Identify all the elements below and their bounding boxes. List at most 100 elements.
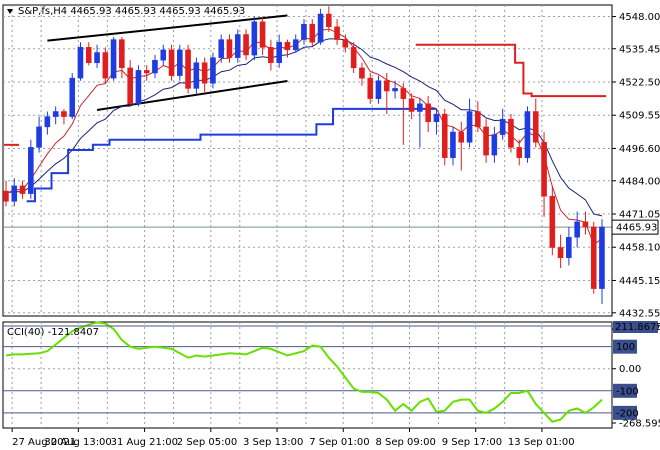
candle-body[interactable] xyxy=(119,39,125,69)
candle[interactable] xyxy=(516,139,523,166)
candle[interactable] xyxy=(317,8,324,45)
candle-body[interactable] xyxy=(251,21,258,56)
candle-body[interactable] xyxy=(152,59,158,74)
candle[interactable] xyxy=(342,34,349,53)
candle[interactable] xyxy=(309,19,316,48)
candle-body[interactable] xyxy=(201,62,208,84)
candle[interactable] xyxy=(52,106,59,125)
candle-body[interactable] xyxy=(450,131,456,158)
candle-body[interactable] xyxy=(94,52,100,64)
candle-body[interactable] xyxy=(582,221,589,228)
candle-body[interactable] xyxy=(566,236,572,258)
candle-body[interactable] xyxy=(326,13,332,28)
candle[interactable] xyxy=(574,211,580,248)
candle-body[interactable] xyxy=(508,118,514,148)
candle[interactable] xyxy=(326,6,332,32)
candle[interactable] xyxy=(475,101,481,133)
candle[interactable] xyxy=(94,44,100,68)
candle[interactable] xyxy=(549,185,556,256)
candle-body[interactable] xyxy=(85,47,92,63)
candle[interactable] xyxy=(483,119,489,163)
candle[interactable] xyxy=(135,65,142,107)
candle-body[interactable] xyxy=(458,131,465,143)
candle[interactable] xyxy=(102,47,109,84)
candle-body[interactable] xyxy=(359,67,365,79)
candle[interactable] xyxy=(19,180,26,199)
candle-body[interactable] xyxy=(110,39,117,79)
candle[interactable] xyxy=(425,96,431,133)
candle-body[interactable] xyxy=(160,49,167,61)
candle-body[interactable] xyxy=(532,111,539,143)
candle-body[interactable] xyxy=(77,47,84,79)
candle-body[interactable] xyxy=(234,34,241,58)
candle-body[interactable] xyxy=(441,113,448,158)
candle-body[interactable] xyxy=(599,226,605,289)
candle-body[interactable] xyxy=(28,147,34,194)
candle-body[interactable] xyxy=(61,111,67,117)
candle[interactable] xyxy=(77,42,84,81)
candle[interactable] xyxy=(119,37,125,79)
candle[interactable] xyxy=(11,178,18,207)
candle-body[interactable] xyxy=(243,34,249,56)
candle[interactable] xyxy=(36,116,42,153)
candle-body[interactable] xyxy=(334,26,340,40)
candle[interactable] xyxy=(582,211,589,235)
candle-body[interactable] xyxy=(574,221,580,238)
candle-body[interactable] xyxy=(44,116,51,128)
candle-body[interactable] xyxy=(524,111,531,158)
candle-body[interactable] xyxy=(284,41,291,51)
candle-body[interactable] xyxy=(193,62,200,89)
candle[interactable] xyxy=(226,34,233,63)
candle[interactable] xyxy=(392,80,398,99)
candle-body[interactable] xyxy=(350,47,357,69)
candle[interactable] xyxy=(292,34,299,53)
candle[interactable] xyxy=(85,42,92,66)
candle[interactable] xyxy=(201,57,208,94)
candle[interactable] xyxy=(400,83,407,145)
candle-body[interactable] xyxy=(292,39,299,51)
candle-body[interactable] xyxy=(226,39,233,58)
candle[interactable] xyxy=(243,29,249,61)
candle-body[interactable] xyxy=(19,185,26,194)
candles[interactable] xyxy=(3,6,605,304)
candle[interactable] xyxy=(541,132,547,217)
candle[interactable] xyxy=(557,234,564,269)
candle-body[interactable] xyxy=(135,70,142,105)
candle[interactable] xyxy=(599,219,605,304)
candle-body[interactable] xyxy=(143,70,150,74)
candle[interactable] xyxy=(350,42,357,73)
candle[interactable] xyxy=(69,72,76,120)
candle[interactable] xyxy=(3,180,9,207)
candle-body[interactable] xyxy=(425,103,431,123)
candle[interactable] xyxy=(491,126,498,163)
candle-body[interactable] xyxy=(69,77,76,117)
candle-body[interactable] xyxy=(218,39,225,58)
candle-body[interactable] xyxy=(392,88,398,92)
candle[interactable] xyxy=(160,44,167,66)
candle[interactable] xyxy=(110,37,117,81)
candle[interactable] xyxy=(234,29,241,63)
candle[interactable] xyxy=(168,44,175,81)
candle[interactable] xyxy=(185,44,191,94)
candle[interactable] xyxy=(466,98,473,148)
candle[interactable] xyxy=(193,57,200,94)
candle-body[interactable] xyxy=(210,57,216,84)
candle[interactable] xyxy=(268,39,274,71)
candle[interactable] xyxy=(359,62,365,86)
candle-body[interactable] xyxy=(268,47,274,63)
candle-body[interactable] xyxy=(185,49,191,89)
candle-body[interactable] xyxy=(102,52,109,79)
candle[interactable] xyxy=(367,72,374,104)
candle-body[interactable] xyxy=(483,126,489,156)
candle[interactable] xyxy=(458,121,465,171)
candle-body[interactable] xyxy=(11,185,18,202)
candle-body[interactable] xyxy=(408,98,415,112)
candle-body[interactable] xyxy=(590,226,597,289)
candle[interactable] xyxy=(301,19,307,45)
candle-body[interactable] xyxy=(516,147,523,158)
candle-body[interactable] xyxy=(367,77,374,99)
candle[interactable] xyxy=(441,108,448,166)
candle[interactable] xyxy=(375,75,382,104)
candle[interactable] xyxy=(532,98,539,148)
